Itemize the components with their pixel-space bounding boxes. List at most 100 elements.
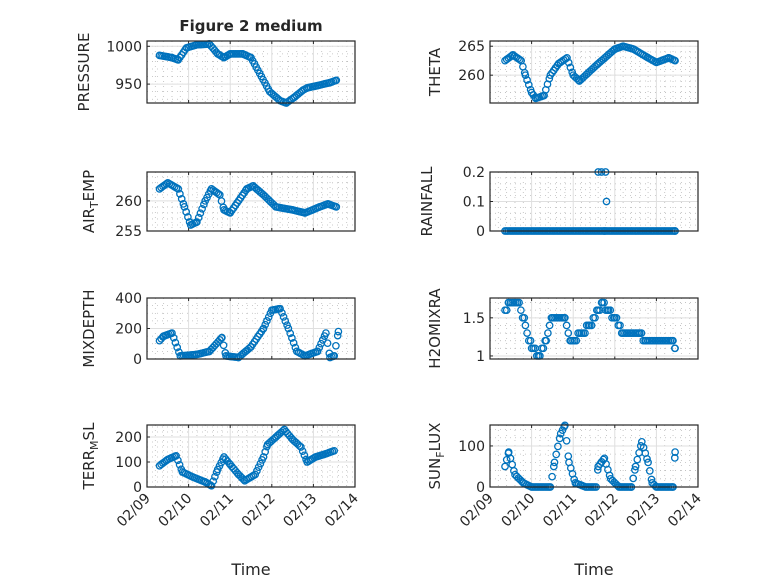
data-point xyxy=(259,324,268,333)
data-point xyxy=(200,200,208,209)
data-point xyxy=(174,185,183,193)
data-point xyxy=(281,317,290,325)
y-tick-label: 200 xyxy=(115,322,142,338)
data-point xyxy=(572,336,581,345)
subplot-rainfall: 0 0.1 0.2 RAINFALL xyxy=(418,165,699,240)
data-point xyxy=(256,459,265,468)
data-point xyxy=(323,339,332,348)
subplot-theta: 260 265 THETA xyxy=(426,39,699,104)
data-point xyxy=(562,436,571,445)
data-point xyxy=(211,472,219,481)
data-point xyxy=(554,442,562,451)
data-point xyxy=(563,53,571,62)
data-point xyxy=(295,441,304,450)
y-tick-label: 255 xyxy=(115,224,142,240)
y-tick-label: 400 xyxy=(115,291,142,307)
y-tick-label: 0 xyxy=(476,224,485,240)
data-point xyxy=(524,80,533,89)
data-point xyxy=(671,448,679,456)
data-point xyxy=(591,313,599,322)
data-point xyxy=(564,452,573,461)
data-point xyxy=(193,218,201,226)
data-point xyxy=(629,474,638,483)
data-point xyxy=(173,343,182,352)
data-point xyxy=(245,344,253,353)
data-point xyxy=(198,204,206,213)
data-point xyxy=(175,460,184,469)
x-tick-label: 02/13 xyxy=(280,491,320,531)
data-point xyxy=(259,453,268,461)
data-point xyxy=(254,463,263,472)
data-point xyxy=(263,317,271,325)
data-point xyxy=(671,344,679,353)
data-point xyxy=(637,329,646,337)
data-point xyxy=(168,329,176,337)
subplot-sunflux: 02/09 02/10 02/11 02/12 02/13 02/14 0 100 SUNFLU… xyxy=(426,421,705,579)
data-point xyxy=(332,76,341,85)
y-tick-label: 0 xyxy=(133,480,142,496)
data-point xyxy=(539,344,548,353)
data-point xyxy=(508,460,517,469)
data-point xyxy=(177,195,186,203)
y-axis-label: SUNFLUX xyxy=(426,423,447,490)
data-point xyxy=(264,313,273,321)
y-tick-label: 260 xyxy=(115,194,142,210)
data-point xyxy=(523,329,531,337)
data-point xyxy=(643,455,651,463)
y-tick-label: 0 xyxy=(476,480,485,496)
axes-box xyxy=(146,424,356,488)
data-point xyxy=(552,450,561,459)
y-tick-label: 1000 xyxy=(106,39,142,55)
y-axis-label: THETA xyxy=(426,47,444,97)
y-axis-label: RAINFALL xyxy=(418,166,436,237)
data-point xyxy=(184,213,192,221)
y-axis-label: AIRTEMP xyxy=(80,170,101,233)
x-tick-label: 02/12 xyxy=(582,491,622,531)
data-point xyxy=(671,56,679,65)
data-point xyxy=(215,336,224,344)
data-point xyxy=(182,208,191,216)
subplot-airtemp: 255 260 AIRTEMP xyxy=(80,170,356,240)
x-axis-label: Time xyxy=(573,560,613,579)
axes-box xyxy=(489,40,699,104)
data-point xyxy=(644,458,652,467)
data-point xyxy=(526,336,535,345)
x-axis-label: Time xyxy=(230,560,270,579)
data-point xyxy=(276,304,284,313)
data-point xyxy=(517,306,525,315)
data-point xyxy=(501,462,509,471)
data-point xyxy=(606,306,615,315)
data-point xyxy=(330,446,339,455)
data-point xyxy=(298,447,307,456)
x-tick-label: 02/09 xyxy=(457,491,497,531)
data-point xyxy=(587,321,596,330)
data-point xyxy=(523,76,531,84)
x-tick-label: 02/10 xyxy=(499,491,539,531)
x-tick-label: 02/14 xyxy=(322,490,362,530)
x-tick-label: 02/14 xyxy=(665,490,705,530)
data-point xyxy=(520,313,529,322)
data-point xyxy=(333,331,342,340)
data-point xyxy=(284,324,293,333)
subplot-pressure: 950 1000 PRESSURE xyxy=(75,33,356,111)
data-point xyxy=(561,313,569,322)
data-point xyxy=(288,334,296,342)
data-point xyxy=(332,341,340,350)
y-axis-label: H2OMIXRA xyxy=(426,288,444,369)
y-axis-label: MIXDEPTH xyxy=(80,289,98,367)
data-point xyxy=(502,306,511,315)
data-point xyxy=(286,329,295,338)
subplot-terrmsl: 02/09 02/10 02/11 02/12 02/13 02/14 0 100 200 TER… xyxy=(80,422,362,579)
y-tick-label: 950 xyxy=(115,77,142,93)
axes-box xyxy=(146,297,356,360)
data-point xyxy=(521,71,530,80)
data-point xyxy=(550,458,559,467)
axes-box xyxy=(146,171,356,232)
data-point xyxy=(612,313,621,322)
data-point xyxy=(515,55,524,64)
data-point xyxy=(253,467,261,475)
data-point xyxy=(278,308,286,317)
y-tick-label: 1.5 xyxy=(463,311,485,327)
data-point xyxy=(162,179,171,188)
data-point xyxy=(251,470,260,479)
